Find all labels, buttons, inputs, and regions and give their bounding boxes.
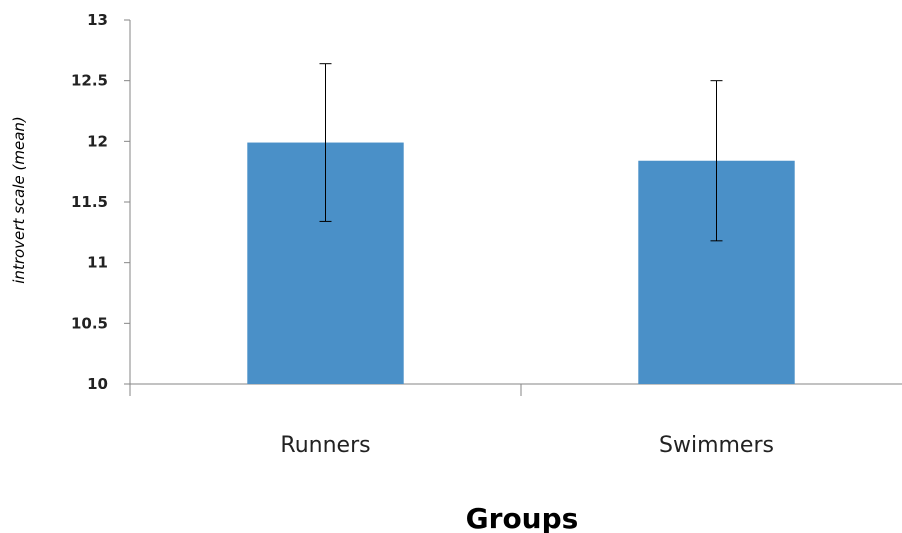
y-tick-label: 11 bbox=[87, 254, 108, 272]
x-axis-title: Groups bbox=[466, 502, 579, 533]
y-tick-label: 12 bbox=[87, 132, 108, 150]
x-category-label: Swimmers bbox=[659, 433, 774, 458]
bars bbox=[247, 142, 795, 384]
y-tick-label: 10 bbox=[87, 375, 108, 393]
error-bars bbox=[319, 63, 723, 242]
error-bar bbox=[319, 63, 332, 222]
y-axis-title: introvert scale (mean) bbox=[10, 116, 28, 283]
category-labels: Runners Swimmers bbox=[280, 433, 774, 458]
x-category-label: Runners bbox=[280, 433, 370, 458]
error-bar bbox=[710, 80, 723, 242]
x-axis bbox=[129, 383, 902, 396]
y-tick-label: 10.5 bbox=[71, 314, 108, 332]
y-tick-label: 13 bbox=[87, 11, 108, 29]
y-tick-label: 11.5 bbox=[71, 193, 108, 211]
y-axis: 10 10.5 11 11.5 12 12.5 13 bbox=[71, 11, 131, 393]
y-tick-label: 12.5 bbox=[71, 72, 108, 90]
